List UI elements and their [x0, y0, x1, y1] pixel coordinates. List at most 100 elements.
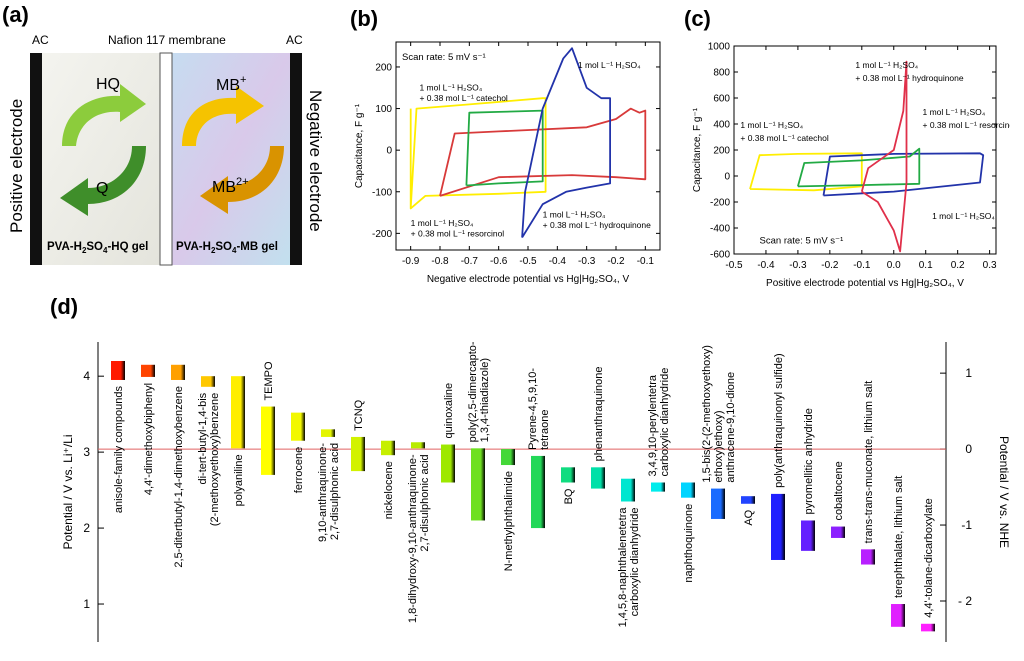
- bar-label: carboxylic dianhydride: [629, 507, 641, 616]
- x-tick-label: -0.3: [789, 260, 807, 271]
- panel-letter-c: (c): [684, 6, 711, 31]
- y-tick-label: -400: [710, 224, 730, 235]
- bar-label: tetraone: [539, 410, 551, 450]
- ac-right-label: AC: [286, 33, 303, 47]
- bar-label: (2-methoxyethoxy)benzene: [209, 393, 221, 526]
- x-tick-label: -0.5: [725, 260, 743, 271]
- potential-bar: [621, 478, 635, 502]
- chart-c: -0.5 -0.4 -0.3 -0.2 -0.1 0.0 0.1 0.2 0.3 -600 -400…: [692, 42, 1010, 290]
- potential-bar: [561, 467, 575, 483]
- bar-label: poly(anthraquinonyl sulfide): [773, 353, 785, 488]
- bar-label: 2,5-ditertbutyl-1,4-dimethoxybenzene: [173, 386, 185, 568]
- bar-label: TCNQ: [353, 399, 365, 431]
- q-label: Q: [96, 180, 108, 197]
- reduction-arrow: [60, 146, 146, 216]
- x-tick-label: 0.0: [887, 260, 901, 271]
- bar-label: polyaniline: [233, 454, 245, 506]
- cv-curve: [749, 152, 863, 192]
- potential-bar: [441, 444, 455, 483]
- potential-bar: [711, 488, 725, 519]
- bar-label: 4,4'-tolane-dicarboxylate: [923, 498, 935, 618]
- curve-label: + 0.38 mol L⁻¹ catechol: [419, 93, 507, 103]
- chart-b: -0.9 -0.8 -0.7 -0.6 -0.5 -0.4 -0.3 -0.2 -0.1 -200…: [354, 41, 661, 285]
- negative-electrode-plate: [290, 53, 302, 265]
- bar-label: di-tert-butyl-1,4-bis: [197, 392, 209, 484]
- gel-left-label: PVA-H2SO4-HQ gel: [47, 241, 148, 255]
- cv-curve: [797, 147, 921, 188]
- x-tick-label: 0.1: [919, 260, 933, 271]
- y-tick-label: 0: [724, 172, 730, 183]
- positive-electrode-plate: [30, 53, 42, 265]
- bar-label: carboxylic dianhydride: [659, 368, 671, 477]
- bar-label: nickelocene: [383, 461, 395, 519]
- potential-bar: [741, 496, 755, 504]
- y-tick-label: 100: [375, 104, 392, 115]
- bar-label: 2,7-disulphonic acid: [419, 454, 431, 551]
- bar-label: 1,8-dihydroxy-9,10-anthraquinone-: [407, 454, 419, 623]
- cv-curve: [465, 109, 544, 187]
- x-tick-label: -0.8: [431, 256, 449, 267]
- cv-curve: [409, 97, 547, 210]
- y-tick-label: 4: [83, 369, 90, 383]
- y2-tick-label: 1: [965, 366, 972, 380]
- potential-bar: [861, 549, 875, 565]
- bar-label: 1,3,4-thiadiazole): [479, 358, 491, 442]
- potential-bar: [471, 448, 485, 521]
- potential-bar: [231, 376, 245, 449]
- x-tick-label: -0.2: [607, 256, 625, 267]
- mb-reduction-arrow: [200, 146, 284, 214]
- potential-bar: [171, 364, 185, 380]
- bar-label: N-methylphthalimide: [503, 471, 515, 571]
- y-tick-label: -100: [372, 187, 392, 198]
- negative-electrode-label: Negative electrode: [306, 90, 325, 232]
- chart-d: 1 2 3 4 - 2 -1 0 1 Potential / V vs. Li⁺/Li Poten…: [61, 341, 1011, 642]
- curve-label: 1 mol L⁻¹ H₂SO₄: [578, 60, 641, 70]
- bar-label: 1,5-bis(2-(2-methoxyethoxy): [701, 345, 713, 483]
- bar-label: 2,7-disulphonic acid: [329, 443, 341, 540]
- y-axis-label: Capacitance, F g⁻¹: [692, 107, 703, 192]
- bar-label: BQ: [563, 488, 575, 504]
- x-tick-label: -0.5: [519, 256, 537, 267]
- potential-bar: [591, 467, 605, 489]
- curve-label: 1 mol L⁻¹ H₂SO₄: [411, 218, 474, 228]
- x-tick-label: -0.4: [757, 260, 775, 271]
- bar-label: ethoxy)ethoxy): [713, 410, 725, 482]
- potential-bar: [291, 412, 305, 441]
- potential-bar: [771, 493, 785, 560]
- curve-label: + 0.38 mol L⁻¹ catechol: [740, 133, 828, 143]
- y-tick-label: 1: [83, 597, 90, 611]
- potential-bar: [201, 376, 215, 387]
- potential-bar: [111, 360, 125, 380]
- potential-bar: [831, 526, 845, 538]
- bar-label: 9,10-anthraquinone-: [317, 443, 329, 542]
- scan-rate-label: Scan rate: 5 mV s⁻¹: [760, 236, 844, 247]
- bar-label: TEMPO: [263, 361, 275, 401]
- bar-label: quinoxaline: [443, 383, 455, 439]
- y2-tick-label: 0: [965, 442, 972, 456]
- curve-label: 1 mol L⁻¹ H₂SO₄: [923, 107, 986, 117]
- x-tick-label: -0.9: [402, 256, 420, 267]
- hq-label: HQ: [96, 76, 120, 93]
- panel-letter-b: (b): [350, 6, 379, 31]
- y2-tick-label: - 2: [958, 594, 972, 608]
- membrane-bar: [159, 52, 173, 266]
- potential-bar: [411, 442, 425, 449]
- y-axis-label: Capacitance, F g⁻¹: [354, 103, 365, 188]
- panel-letter-a: (a): [2, 2, 29, 27]
- curve-label: + 0.38 mol L⁻¹ resorcinol: [411, 228, 505, 238]
- y-tick-label: 200: [375, 62, 392, 73]
- mb-plus-label: MB+: [216, 74, 246, 94]
- bar-label: AQ: [743, 509, 755, 525]
- potential-bar: [501, 449, 515, 466]
- y-tick-label: 3: [83, 445, 90, 459]
- ac-left-label: AC: [32, 33, 49, 47]
- bar-label: anisole-family compounds: [113, 385, 125, 513]
- x-tick-label: 0.3: [983, 260, 997, 271]
- bar-label: terephthalate, lithium salt: [893, 476, 905, 598]
- y-tick-label: -600: [710, 250, 730, 261]
- panel-letter-d: (d): [50, 294, 79, 319]
- bar-label: ferrocene: [293, 447, 305, 493]
- cv-curve: [521, 47, 612, 238]
- x-tick-label: -0.3: [578, 256, 596, 267]
- cv-curve: [860, 60, 908, 253]
